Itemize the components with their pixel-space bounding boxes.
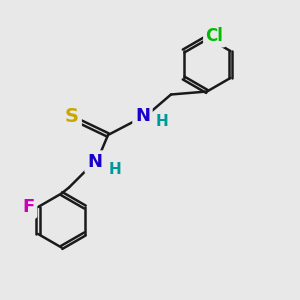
Text: N: N: [87, 153, 102, 171]
Text: H: H: [156, 114, 168, 129]
Text: N: N: [135, 106, 150, 124]
Text: Cl: Cl: [206, 27, 224, 45]
Text: H: H: [109, 162, 122, 177]
Text: F: F: [22, 198, 34, 216]
Text: S: S: [65, 107, 79, 127]
